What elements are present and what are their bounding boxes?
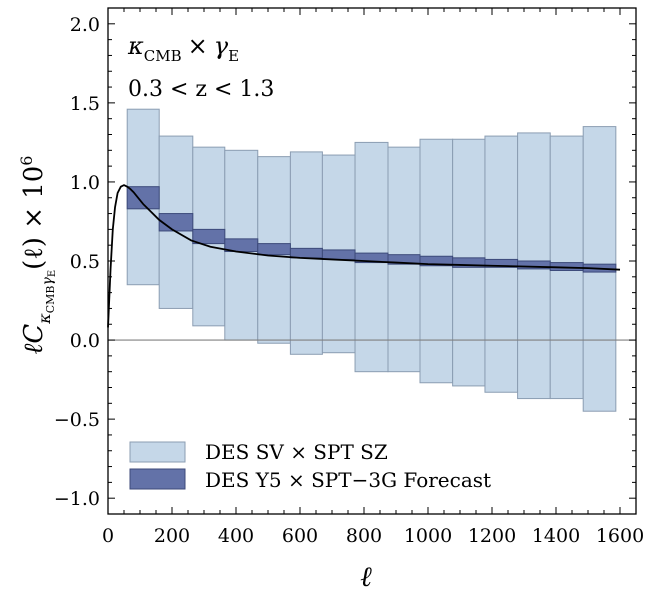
legend-label-y5: DES Y5 × SPT−3G Forecast — [205, 468, 491, 492]
x-tick-label: 800 — [346, 525, 382, 547]
x-axis-label: ℓ — [360, 560, 372, 593]
y5-bin-0 — [126, 186, 160, 210]
y5-bin-5 — [289, 247, 323, 259]
y-tick-labels: −1.0 −0.5 0.0 0.5 1.0 1.5 2.0 — [54, 14, 100, 510]
x-tick-label: 600 — [282, 525, 318, 547]
legend-label-sv: DES SV × SPT SZ — [205, 440, 388, 464]
annotation-line1: κCMB × γE — [127, 32, 239, 65]
x-tick-label: 0 — [102, 525, 114, 547]
x-tick-label: 1200 — [468, 525, 516, 547]
y5-bin-6 — [321, 249, 356, 260]
axis-ticks — [107, 8, 636, 514]
legend-swatch-sv — [129, 441, 186, 463]
legend-swatch-y5 — [129, 468, 186, 490]
y-tick-label: 0.5 — [70, 251, 100, 273]
x-tick-label: 200 — [154, 525, 190, 547]
y5-bin-2 — [192, 228, 226, 245]
annotation-line2: 0.3 < z < 1.3 — [128, 77, 274, 102]
y-tick-label: −1.0 — [54, 488, 100, 510]
theory-curve — [107, 184, 621, 328]
y5-bin-4 — [257, 243, 291, 256]
x-tick-labels: 0 200 400 600 800 1000 1200 1400 1600 — [102, 525, 644, 547]
y5-bin-1 — [158, 213, 194, 232]
y-tick-label: 2.0 — [70, 14, 100, 36]
y-tick-label: 1.5 — [70, 93, 100, 115]
y5-bars — [126, 186, 617, 273]
x-tick-label: 400 — [218, 525, 254, 547]
x-tick-label: 1600 — [596, 525, 644, 547]
y-tick-label: 1.0 — [70, 172, 100, 194]
y-tick-label: −0.5 — [54, 409, 100, 431]
legend: DES SV × SPT SZ DES Y5 × SPT−3G Forecast — [129, 440, 491, 492]
y-axis-label: ℓCκCMBγE(ℓ) × 106 — [17, 155, 58, 354]
x-tick-label: 1000 — [404, 525, 452, 547]
x-tick-label: 1400 — [532, 525, 580, 547]
y-tick-label: 0.0 — [70, 330, 100, 352]
